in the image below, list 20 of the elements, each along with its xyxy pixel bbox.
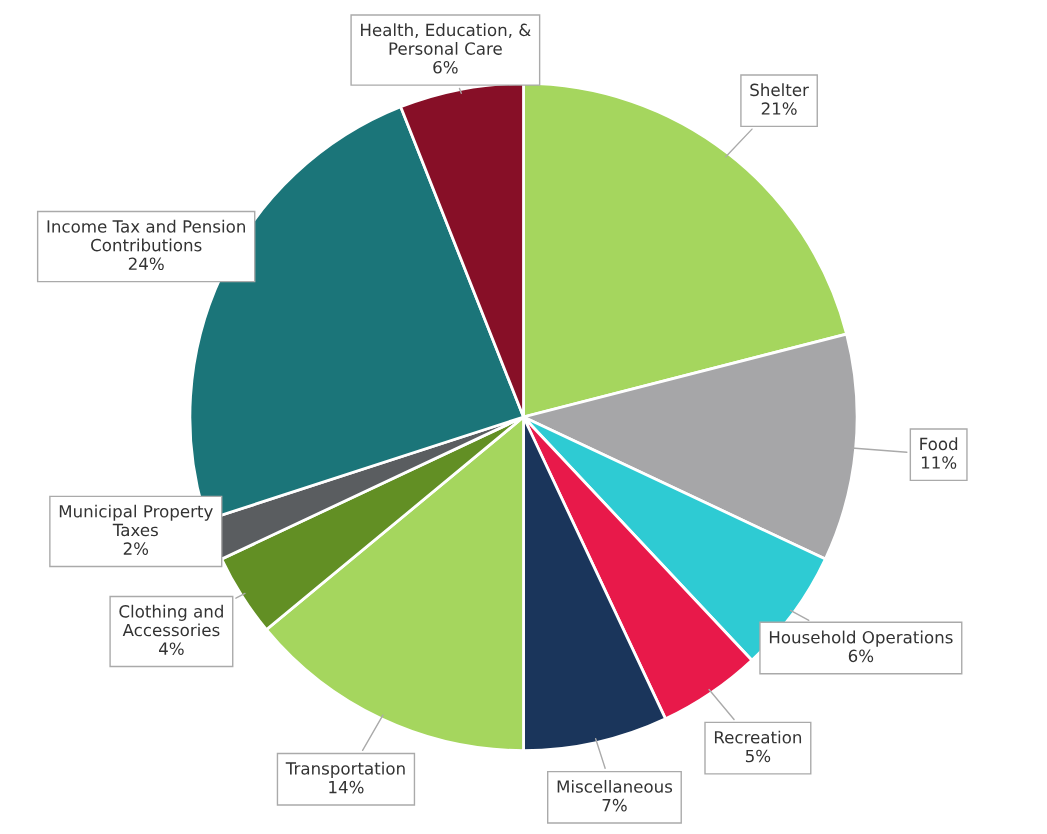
- data-label: 5%: [745, 749, 771, 763]
- slice-label: Miscellaneous: [557, 779, 673, 793]
- data-label: 21%: [761, 102, 797, 115]
- data-label: 6%: [848, 649, 874, 663]
- slice-label: Health, Education, & Personal Care: [361, 23, 531, 55]
- data-label: 11%: [921, 456, 957, 469]
- slice-label: Transportation: [285, 761, 405, 778]
- data-label: 4%: [159, 642, 184, 655]
- slice-label: Shelter: [750, 83, 809, 97]
- data-label: 14%: [329, 780, 364, 794]
- slice-label: Recreation: [714, 730, 802, 744]
- slice-label: Municipal Property Taxes: [59, 504, 213, 537]
- slice-label: Food: [920, 437, 958, 451]
- slice-label: Income Tax and Pension Contributions: [47, 219, 245, 252]
- slice-label: Household Operations: [769, 630, 953, 647]
- data-label: 24%: [128, 257, 164, 271]
- data-label: 2%: [123, 542, 149, 555]
- data-label: 7%: [602, 798, 627, 812]
- data-label: 6%: [433, 60, 458, 74]
- slice-label: Clothing and Accessories: [119, 604, 223, 637]
